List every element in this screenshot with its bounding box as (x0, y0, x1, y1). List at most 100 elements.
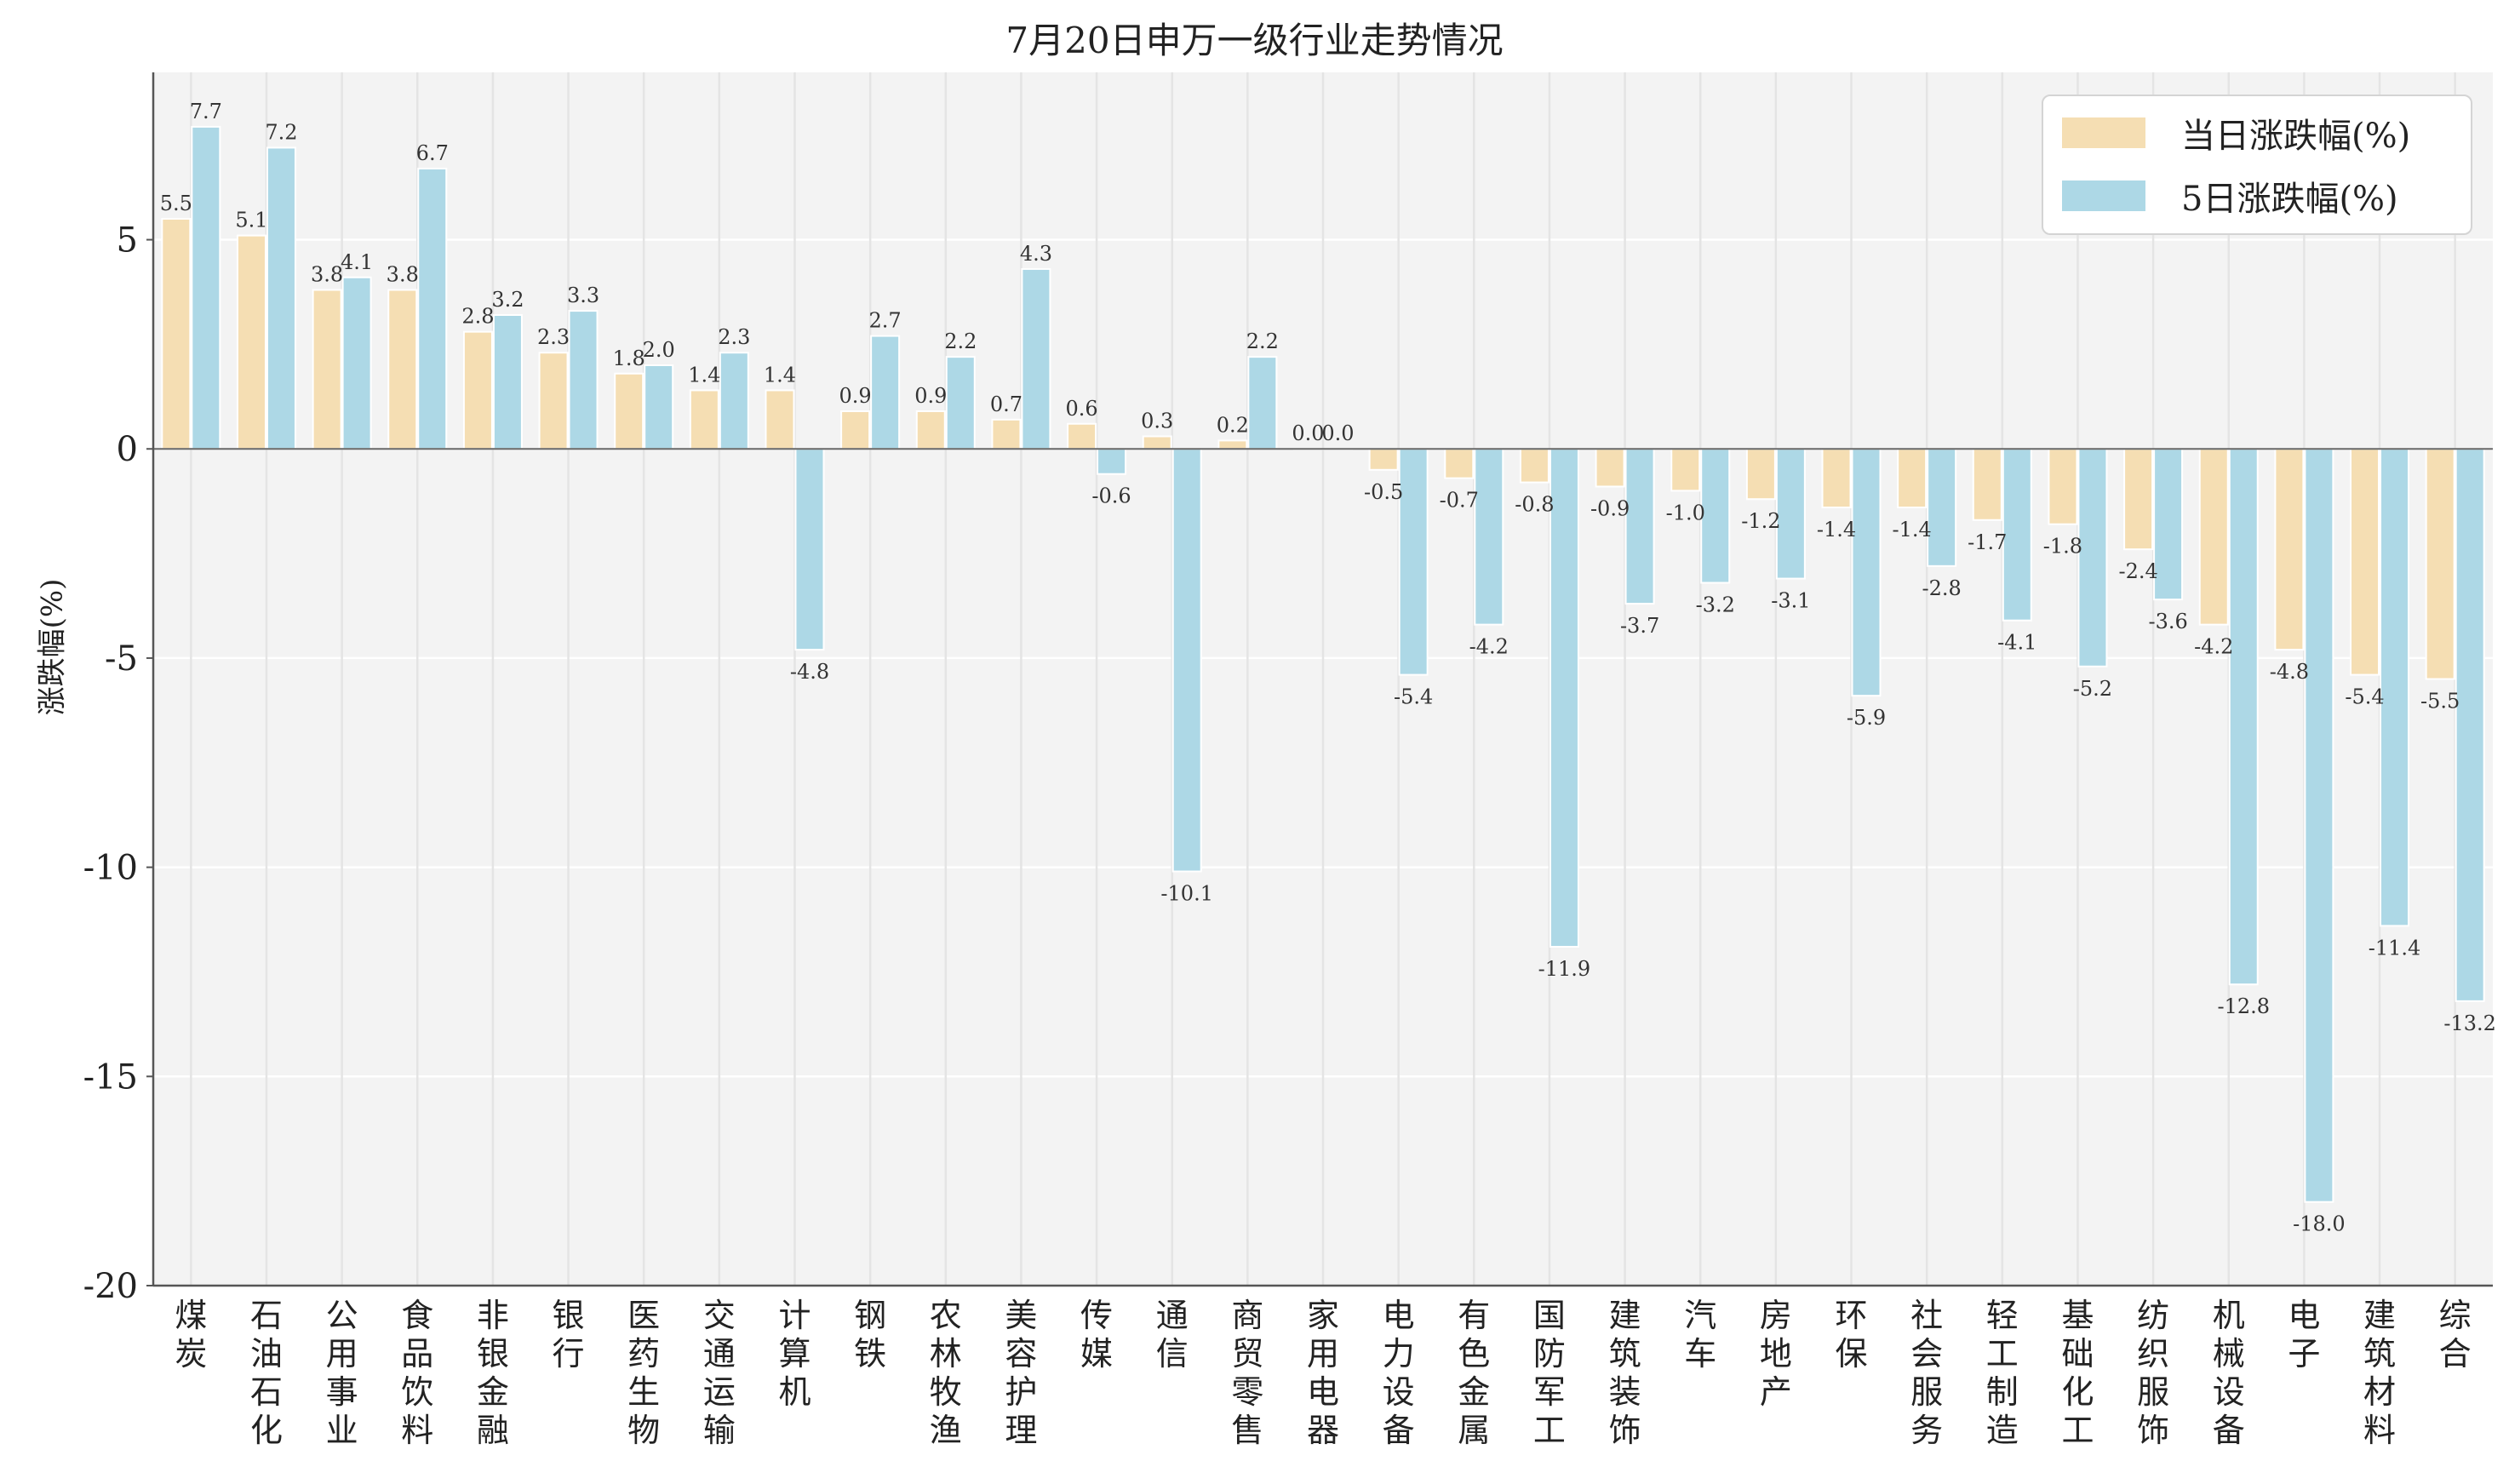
bar-5day (794, 448, 825, 651)
data-label-5day: 3.3 (567, 284, 599, 307)
bar-daily (1670, 448, 1701, 492)
y-tick-label: 5 (117, 221, 138, 261)
legend-swatch-daily (2062, 117, 2145, 148)
data-label-5day: -13.2 (2443, 1011, 2496, 1035)
data-label-daily: -0.9 (1590, 496, 1630, 520)
bar-5day (1171, 448, 1202, 873)
bar-daily (2425, 448, 2455, 680)
data-label-daily: -2.4 (2118, 559, 2157, 583)
bar-5day (1247, 356, 1278, 450)
x-tick-label: 计算机 (778, 1297, 811, 1411)
bar-5day (1700, 448, 1731, 584)
x-tick-label: 社会服务 (1910, 1297, 1943, 1449)
bar-5day (1398, 448, 1429, 676)
bar-5day (1775, 448, 1806, 580)
bar-5day (568, 310, 599, 450)
data-label-5day: 7.7 (190, 100, 222, 123)
bar-daily (1595, 448, 1625, 488)
x-tick-label: 电力设备 (1383, 1297, 1415, 1449)
data-label-daily: 2.8 (461, 305, 494, 329)
x-tick-label: 商贸零售 (1231, 1297, 1263, 1449)
data-label-5day: -3.7 (1620, 614, 1659, 638)
data-label-daily: 0.7 (990, 392, 1023, 416)
data-label-5day: -3.6 (2148, 610, 2187, 633)
x-tick-label: 建筑装饰 (1609, 1297, 1641, 1449)
data-label-daily: -0.5 (1364, 480, 1403, 504)
bar-5day (266, 146, 296, 450)
data-label-5day: 3.2 (491, 288, 524, 312)
x-tick-label: 综合 (2439, 1297, 2472, 1372)
x-tick-label: 环保 (1836, 1297, 1868, 1372)
data-label-daily: -1.4 (1817, 518, 1856, 541)
data-label-daily: -0.7 (1440, 489, 1479, 513)
bar-5day (870, 335, 901, 450)
x-tick-label: 钢铁 (854, 1297, 886, 1372)
data-label-5day: -5.2 (2073, 677, 2112, 701)
bar-5day (1624, 448, 1655, 605)
chart-title: 7月20日申万一级行业走势情况 (1005, 20, 1504, 61)
y-tick-label: -5 (105, 639, 138, 679)
x-tick-label: 国防军工 (1533, 1297, 1566, 1449)
bar-5day (2455, 448, 2485, 1002)
bar-5day (2304, 448, 2334, 1203)
data-label-5day: -11.9 (1538, 957, 1591, 981)
data-label-5day: -10.1 (1160, 882, 1213, 906)
legend-label-daily: 当日涨跌幅(%) (2181, 117, 2411, 156)
bar-5day (341, 276, 372, 450)
data-label-daily: 5.1 (235, 209, 267, 232)
bars (161, 125, 2485, 1203)
data-label-5day: -5.4 (1394, 685, 1433, 709)
bar-daily (2048, 448, 2078, 525)
data-label-5day: -2.8 (1922, 576, 1962, 600)
data-label-daily: 0.6 (1065, 397, 1097, 421)
y-axis-label: 涨跌幅(%) (35, 578, 70, 716)
bar-daily (915, 410, 946, 450)
data-label-daily: -0.8 (1515, 493, 1554, 517)
data-label-5day: 0.0 (1321, 421, 1354, 445)
y-tick-label: 0 (117, 430, 138, 469)
x-tick-label: 食品饮料 (401, 1297, 433, 1449)
data-label-daily: 0.3 (1141, 410, 1173, 433)
data-label-5day: 4.1 (341, 250, 373, 274)
data-label-5day: -5.9 (1847, 706, 1886, 730)
x-tick-label: 医药生物 (627, 1297, 660, 1449)
data-label-5day: -3.1 (1771, 589, 1810, 613)
data-label-5day: 2.2 (944, 329, 977, 353)
bar-daily (1821, 448, 1852, 509)
x-tick-label: 基础化工 (2061, 1297, 2094, 1449)
bar-5day (1851, 448, 1882, 697)
bar-5day (1097, 448, 1127, 475)
bar-5day (191, 125, 221, 450)
data-label-daily: 5.5 (160, 192, 192, 215)
x-tick-label: 家用电器 (1307, 1297, 1339, 1449)
bar-5day (2077, 448, 2108, 668)
data-label-daily: 0.9 (839, 384, 872, 408)
bar-daily (161, 217, 192, 450)
x-tick-label: 传媒 (1080, 1297, 1113, 1372)
bar-5day (945, 356, 976, 450)
bar-daily (1519, 448, 1550, 484)
x-tick-label: 非银金融 (477, 1297, 509, 1449)
data-label-daily: -1.4 (1893, 518, 1932, 541)
legend-item-daily: 当日涨跌幅(%) (2062, 112, 2410, 156)
x-tick-label: 汽车 (1684, 1297, 1716, 1372)
data-label-daily: -4.8 (2270, 660, 2309, 684)
data-label-5day: -18.0 (2293, 1212, 2346, 1236)
data-label-daily: -1.8 (2043, 535, 2082, 559)
data-label-daily: -1.2 (1741, 509, 1780, 533)
x-tick-label: 机械设备 (2213, 1297, 2245, 1449)
bar-daily (765, 389, 795, 450)
data-label-daily: -5.4 (2345, 685, 2384, 709)
y-tick-label: -10 (83, 849, 138, 888)
x-tick-label: 建筑材料 (2363, 1297, 2396, 1449)
data-label-daily: 1.4 (764, 363, 796, 387)
data-label-5day: 2.0 (643, 338, 675, 362)
bar-daily (462, 330, 493, 450)
bar-daily (1444, 448, 1475, 479)
bar-daily (312, 289, 342, 450)
x-tick-label: 煤炭 (175, 1297, 207, 1372)
bar-daily (1142, 435, 1172, 450)
bar-daily (387, 289, 418, 450)
x-tick-label: 轻工制造 (1986, 1297, 2019, 1449)
